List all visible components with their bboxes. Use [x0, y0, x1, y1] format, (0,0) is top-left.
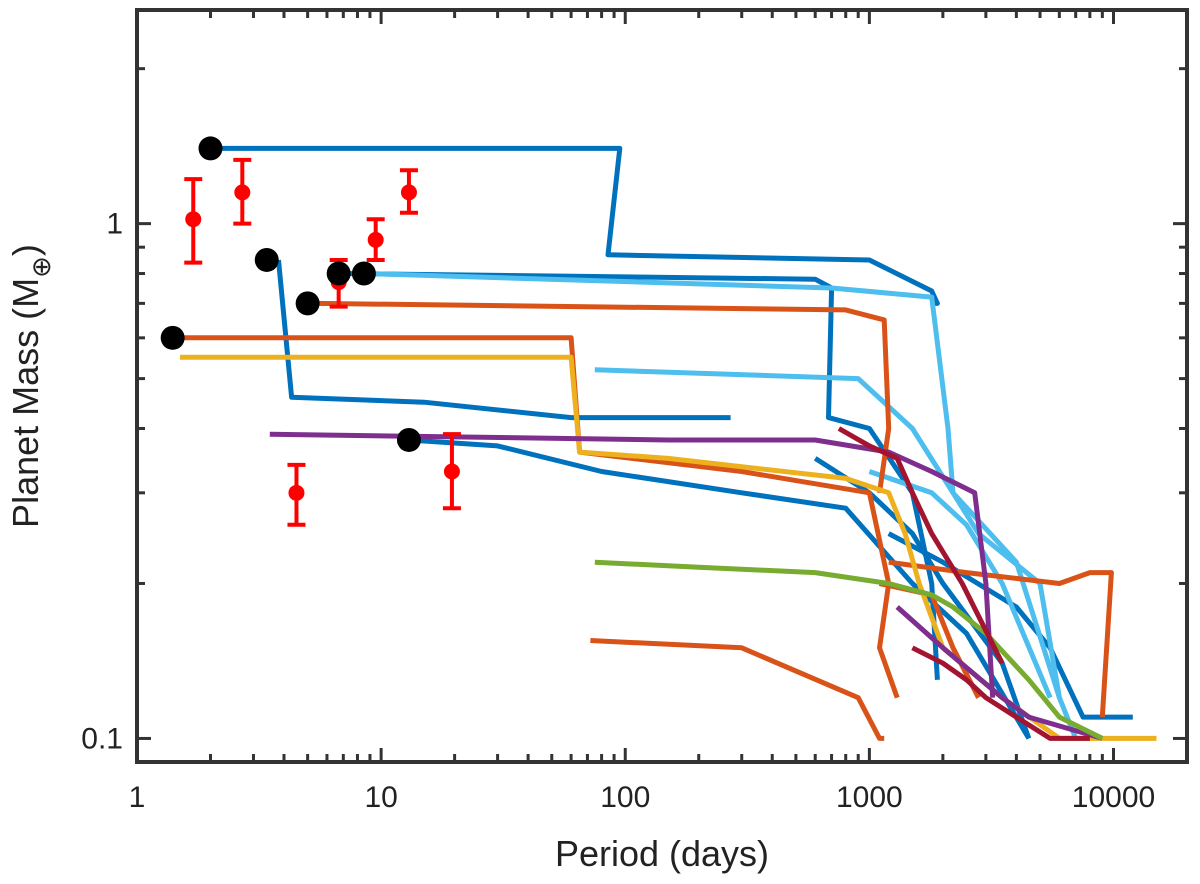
observed-point	[443, 463, 460, 480]
initial-planet-7	[396, 427, 421, 452]
observed-point	[288, 484, 305, 501]
series-line-1	[215, 145, 940, 306]
observed-point	[367, 231, 384, 248]
observed-planet-6	[399, 168, 418, 215]
observed-planet-5	[366, 217, 385, 262]
series-line-10	[180, 335, 900, 699]
x-tick-label: 1	[129, 781, 146, 814]
series-line-8	[594, 367, 1062, 699]
series-line-6	[887, 531, 1133, 720]
plot-frame	[135, 8, 1189, 764]
initial-planet-2	[198, 136, 223, 161]
series-line-4	[408, 437, 1031, 740]
y-axis-label: Planet Mass (M⊕)	[5, 244, 56, 528]
observed-point	[234, 184, 251, 201]
observed-planet-7	[442, 432, 461, 511]
series-line-5	[813, 456, 1032, 740]
x-axis-label: Period (days)	[555, 833, 769, 874]
observed-planet-1	[184, 177, 203, 265]
initial-planet-3	[254, 247, 279, 272]
x-tick-label: 10000	[1072, 781, 1155, 814]
observed-point	[185, 211, 202, 228]
y-tick-label: 0.1	[81, 722, 123, 755]
y-axis-label-main: Planet Mass (M	[5, 278, 46, 528]
series-line-16	[269, 431, 996, 698]
initial-planet-4	[295, 291, 320, 316]
series-line-2	[276, 259, 731, 421]
series-line-20	[911, 645, 1090, 741]
x-tick-label: 100	[600, 781, 650, 814]
initial-planet-1	[160, 325, 185, 350]
initial-planet-5	[326, 261, 351, 286]
initial-planet-6	[351, 261, 376, 286]
series-line-18	[594, 559, 1104, 741]
series-line-12	[590, 638, 885, 741]
series-line-11	[317, 300, 892, 494]
marker-layer	[160, 136, 461, 527]
observed-planet-2	[233, 157, 252, 226]
x-tick-label: 10	[364, 781, 397, 814]
series-layer	[180, 145, 1157, 741]
y-tick-label: 1	[106, 208, 123, 241]
observed-planet-3	[287, 462, 306, 527]
series-line-17	[895, 605, 1103, 741]
x-tick-label: 1000	[836, 781, 903, 814]
y-axis-label-subscript: ⊕	[26, 256, 56, 278]
observed-point	[400, 184, 417, 201]
y-axis-label-close: )	[5, 244, 46, 256]
series-line-19	[837, 426, 1005, 665]
